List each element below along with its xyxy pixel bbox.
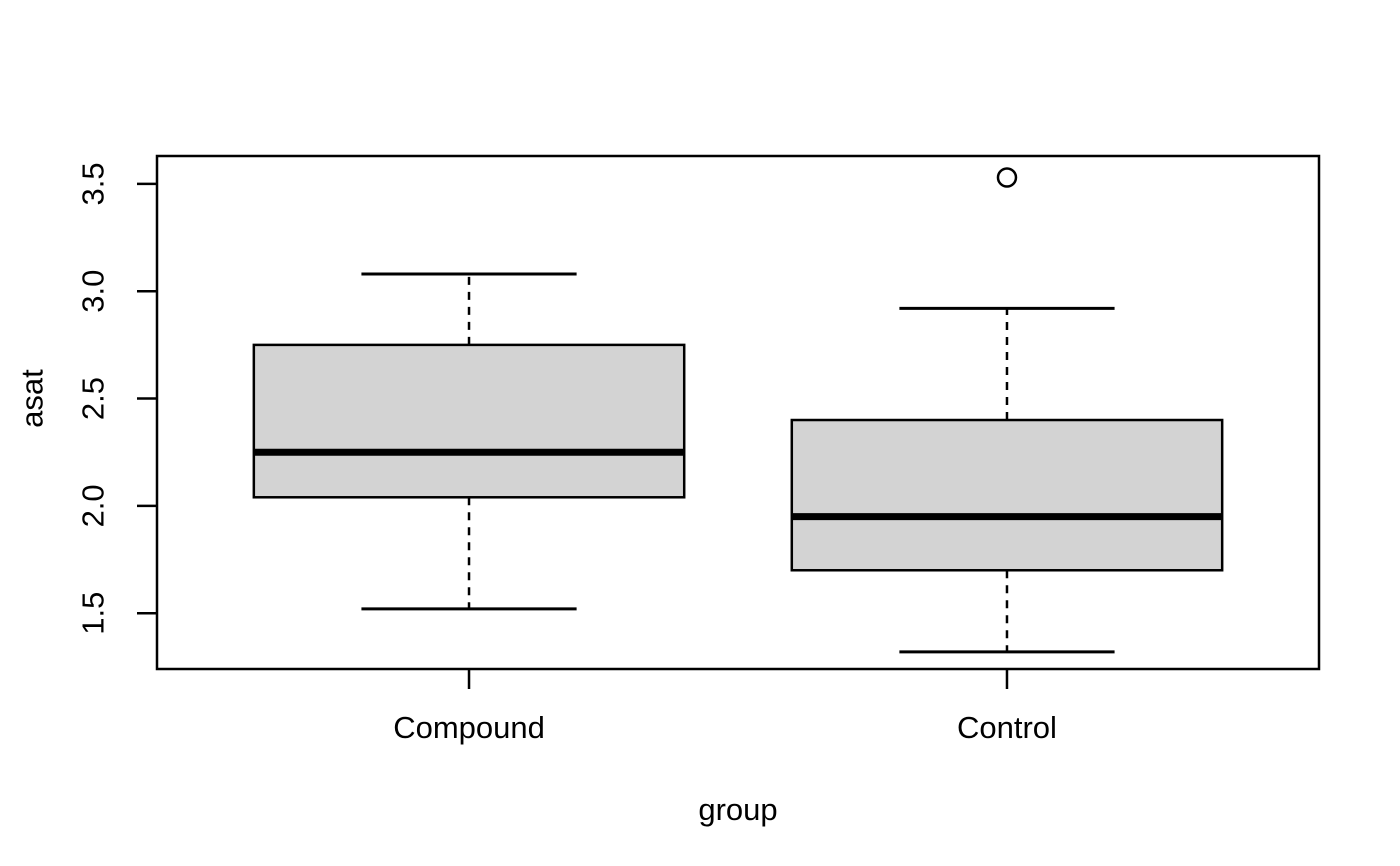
outlier-point: [996, 167, 1018, 188]
y-axis-label: asat: [15, 369, 50, 428]
x-axis-category-label: Control: [957, 710, 1057, 745]
y-axis-tick-label: 2.0: [76, 484, 111, 527]
iqr-box: [252, 343, 686, 499]
x-axis-label: group: [698, 792, 777, 827]
x-axis-category-label: Compound: [393, 710, 545, 745]
y-axis-tick-label: 1.5: [76, 592, 111, 635]
plot-border: [155, 154, 1321, 671]
y-axis-tick-label: 3.0: [76, 270, 111, 313]
y-axis-tick-label: 2.5: [76, 377, 111, 420]
iqr-box: [790, 418, 1224, 572]
y-axis-tick-label: 3.5: [76, 162, 111, 205]
